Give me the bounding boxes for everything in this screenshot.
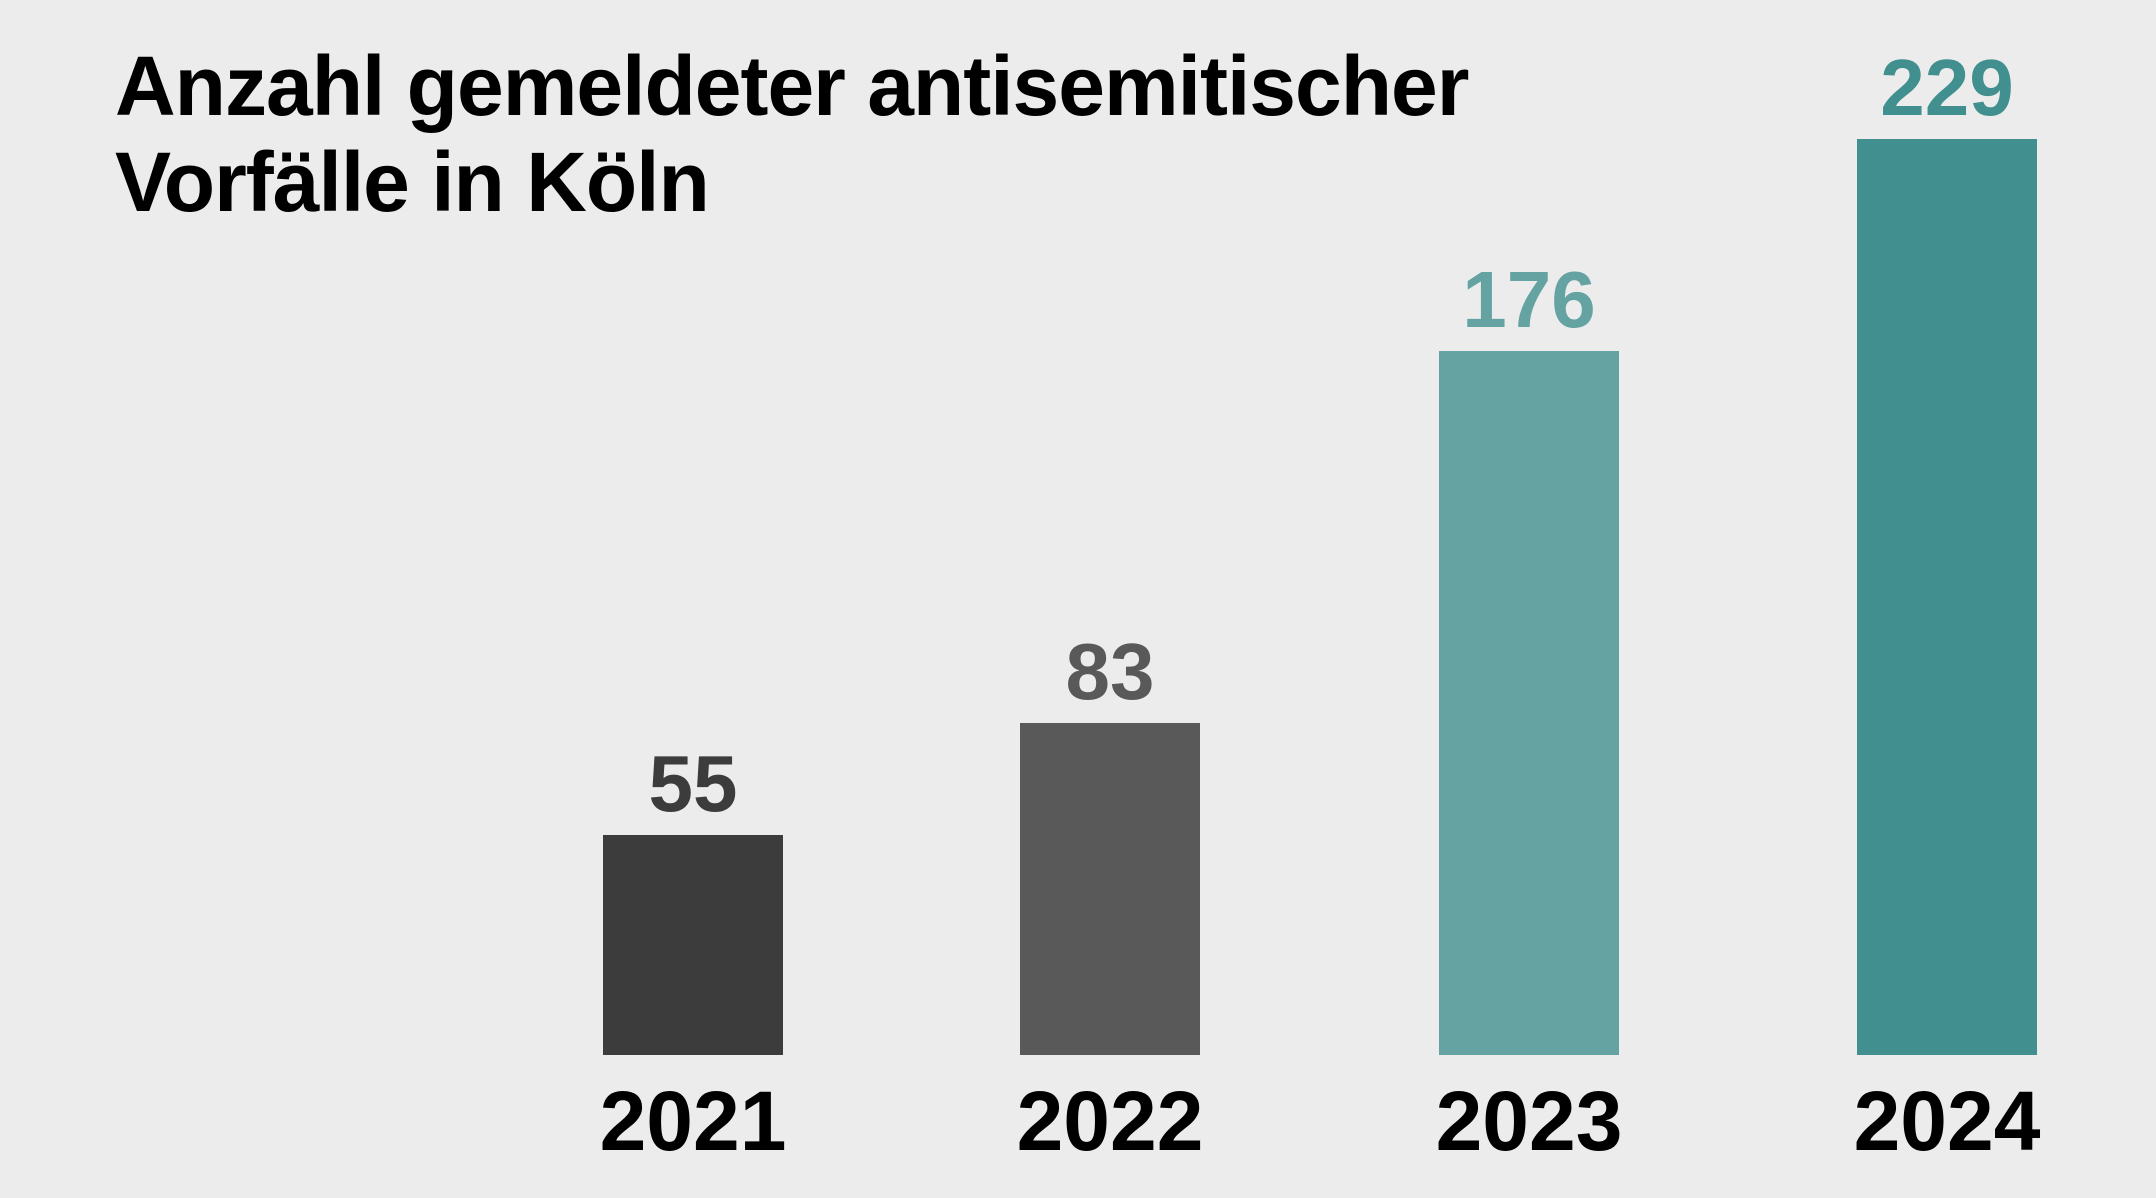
bar-2024 bbox=[1857, 139, 2037, 1055]
bar-2022 bbox=[1020, 723, 1200, 1055]
x-tick-label-2022: 2022 bbox=[1017, 1074, 1204, 1168]
data-label-2023: 176 bbox=[1462, 255, 1595, 344]
bar-2023 bbox=[1439, 351, 1619, 1055]
chart-title-line-2: Vorfälle in Köln bbox=[115, 135, 710, 229]
x-tick-label-2023: 2023 bbox=[1436, 1074, 1623, 1168]
data-label-2021: 55 bbox=[649, 739, 738, 828]
chart-title-line-1: Anzahl gemeldeter antisemitischer bbox=[115, 39, 1469, 133]
data-label-2022: 83 bbox=[1066, 627, 1155, 716]
x-tick-label-2024: 2024 bbox=[1854, 1074, 2041, 1168]
data-label-2024: 229 bbox=[1880, 43, 2013, 132]
chart-title: Anzahl gemeldeter antisemitischer Vorfäl… bbox=[115, 38, 1469, 230]
bar-2021 bbox=[603, 835, 783, 1055]
x-tick-label-2021: 2021 bbox=[600, 1074, 787, 1168]
